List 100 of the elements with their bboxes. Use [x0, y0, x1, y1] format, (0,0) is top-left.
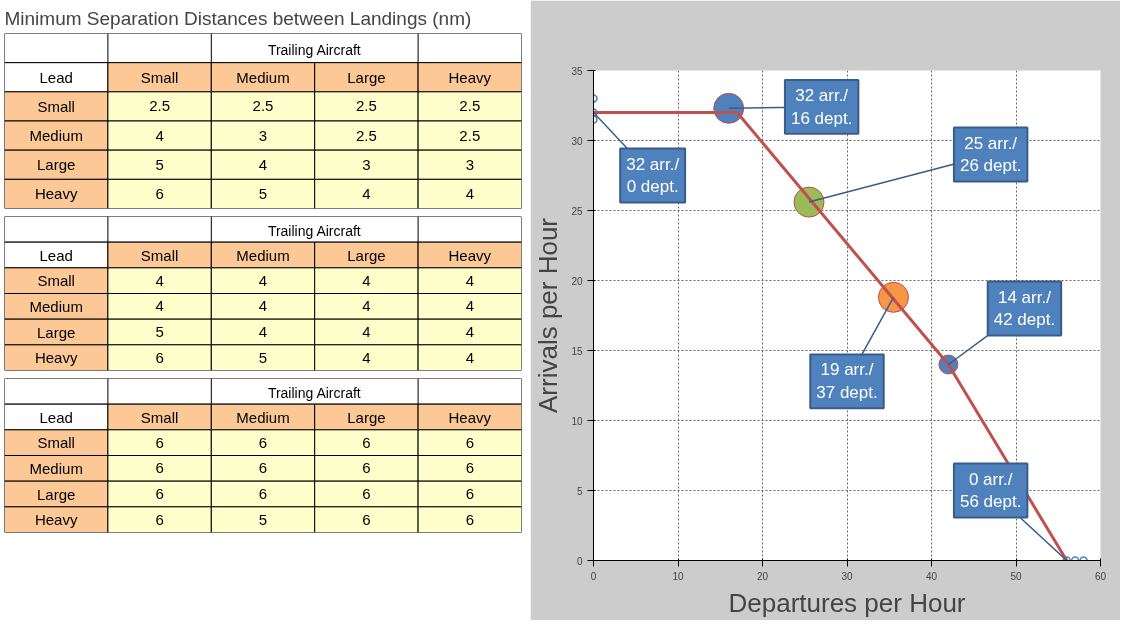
data-label: 2.5 [459, 97, 481, 115]
data-label: 3 [362, 155, 371, 173]
data-label: 4 [258, 297, 268, 315]
data-label: 6 [465, 485, 474, 502]
x-axis-title: Trailing Aircraft [267, 384, 361, 401]
y-tick-label: 15 [571, 345, 583, 357]
y-tick-label: 0 [576, 555, 583, 567]
data-label: 6 [362, 433, 371, 451]
x-axis-title: Trailing Aircraft [267, 41, 361, 58]
x-tick-label: Medium [236, 408, 290, 426]
y-axis-title: Lead [39, 68, 73, 86]
data-label: 6 [465, 459, 474, 477]
data-label: 5 [155, 155, 164, 173]
data-label: 6 [362, 459, 371, 477]
y-tick-label: Large [37, 156, 76, 174]
data-label: 4 [465, 297, 474, 315]
x-tick-label: 60 [1094, 570, 1107, 582]
annotation: 14 arr./ 42 dept. [993, 287, 1056, 330]
data-label: 4 [362, 297, 371, 315]
y-tick-label: 5 [576, 485, 583, 497]
y-tick-label: Heavy [34, 349, 78, 367]
data-label: 4 [362, 271, 371, 289]
y-tick-label: Medium [29, 297, 83, 315]
annotation: 19 arr./ 37 dept. [816, 360, 878, 403]
data-label: 2.5 [355, 126, 377, 144]
y-tick-label: Heavy [34, 185, 78, 203]
y-tick-label: Heavy [34, 511, 78, 529]
x-tick-label: Small [140, 246, 179, 264]
data-label: 2.5 [252, 97, 274, 115]
annotation: 32 arr./ 16 dept. [790, 86, 853, 128]
y-tick-label: 30 [571, 135, 583, 147]
data-label: 4 [465, 184, 474, 202]
x-tick-label: Large [347, 408, 386, 426]
data-label: 6 [362, 510, 371, 528]
data-label: 4 [465, 323, 474, 340]
x-tick-label: Medium [236, 246, 290, 264]
x-tick-label: 50 [1010, 570, 1022, 582]
data-label: 6 [465, 510, 474, 528]
y-axis-title: Arrivals per Hour [533, 217, 564, 414]
chart-title: Minimum Separation Distances between Landings (nm) [4, 7, 472, 29]
x-tick-label: Large [347, 68, 386, 86]
annotation: 0 arr./ 56 dept. [959, 469, 1022, 512]
data-label: 6 [155, 510, 164, 528]
data-label: 4 [155, 297, 164, 315]
annotation: 25 arr./ 26 dept. [959, 133, 1022, 176]
data-label: 4 [258, 323, 268, 340]
data-label: 5 [258, 348, 268, 366]
x-tick-label: 0 [590, 570, 597, 582]
data-label: 4 [362, 348, 371, 366]
data-label: 5 [258, 184, 268, 202]
y-tick-label: Small [37, 97, 75, 115]
y-tick-label: Medium [29, 127, 83, 145]
x-tick-label: Small [140, 68, 179, 86]
data-label: 4 [465, 348, 474, 366]
y-tick-label: Small [37, 272, 75, 290]
data-label: 6 [155, 348, 164, 366]
y-tick-label: 35 [571, 65, 583, 77]
data-label: 2.5 [149, 97, 171, 115]
annotation: 32 arr./ 0 dept. [626, 154, 680, 197]
y-tick-label: Large [37, 485, 76, 503]
x-tick-label: Heavy [448, 408, 492, 426]
data-label: 4 [258, 155, 268, 173]
data-label: 6 [155, 485, 164, 502]
x-tick-label: Heavy [448, 246, 492, 264]
data-label: 4 [155, 271, 164, 289]
data-label: 6 [155, 433, 164, 451]
data-label: 5 [155, 323, 164, 340]
y-tick-label: Small [37, 434, 75, 452]
data-label: 3 [465, 155, 474, 173]
x-tick-label: Large [347, 246, 386, 264]
data-label: 2.5 [355, 97, 377, 115]
y-axis-title: Lead [39, 246, 73, 264]
data-label: 6 [258, 485, 268, 502]
data-label: 6 [258, 433, 268, 451]
x-tick-label: Small [140, 408, 179, 426]
y-tick-label: 20 [571, 275, 583, 287]
data-label: 5 [258, 510, 268, 528]
x-axis-title: Departures per Hour [728, 587, 966, 618]
data-label: 6 [258, 459, 268, 477]
x-axis-title: Trailing Aircraft [267, 222, 361, 239]
y-tick-label: Medium [29, 459, 83, 477]
x-tick-label: 40 [925, 570, 938, 582]
data-label: 6 [155, 459, 164, 477]
data-label: 2.5 [459, 126, 481, 144]
x-tick-label: 30 [841, 570, 853, 582]
x-tick-label: Medium [236, 68, 290, 86]
data-label: 4 [362, 184, 371, 202]
x-tick-label: Heavy [448, 68, 492, 86]
data-label: 4 [362, 323, 371, 340]
y-tick-label: Large [37, 323, 76, 341]
data-label: 4 [258, 271, 268, 289]
y-tick-label: 25 [571, 205, 583, 217]
x-tick-label: 10 [672, 570, 684, 582]
y-axis-title: Lead [39, 408, 73, 426]
data-label: 6 [155, 184, 164, 202]
data-label: 4 [155, 126, 164, 144]
data-label: 3 [258, 126, 268, 144]
data-label: 4 [465, 271, 474, 289]
data-label: 6 [362, 485, 371, 502]
data-label: 6 [465, 433, 474, 451]
